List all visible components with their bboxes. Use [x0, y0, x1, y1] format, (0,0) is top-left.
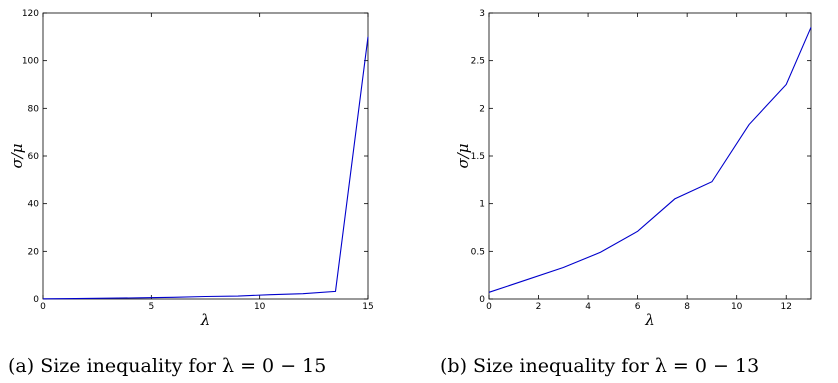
plot-frame [42, 12, 369, 300]
x-tick-label: 15 [362, 302, 373, 312]
y-tick-label: 1.5 [471, 152, 485, 162]
x-tick-label: 12 [781, 302, 792, 312]
x-tick-label: 10 [254, 302, 266, 312]
y-axis-label: σ/μ [454, 143, 472, 168]
x-axis-label: λ [644, 311, 655, 329]
y-tick-label: 20 [28, 247, 40, 257]
y-tick-label: 2 [479, 104, 485, 114]
y-axis-label: σ/μ [8, 143, 26, 168]
y-tick-label: 40 [28, 200, 40, 210]
x-tick-label: 5 [148, 302, 154, 312]
series-line [488, 27, 812, 293]
y-tick-label: 0 [33, 295, 39, 305]
y-tick-label: 1 [479, 200, 485, 210]
x-tick-label: 8 [684, 302, 690, 312]
x-tick-label: 0 [486, 302, 492, 312]
y-tick-label: 120 [22, 9, 39, 19]
y-tick-label: 0.5 [471, 247, 485, 257]
y-tick-label: 60 [28, 152, 40, 162]
x-tick-label: 0 [40, 302, 46, 312]
x-tick-label: 2 [536, 302, 542, 312]
figure-caption: (b) Size inequality for λ = 0 − 13 [440, 355, 759, 377]
x-tick-label: 4 [585, 302, 591, 312]
y-tick-label: 100 [22, 57, 39, 67]
x-axis-label: λ [200, 311, 211, 329]
y-tick-label: 80 [28, 104, 40, 114]
plot-frame [488, 12, 812, 300]
x-tick-label: 10 [731, 302, 743, 312]
y-tick-label: 2.5 [471, 57, 485, 67]
y-tick-label: 3 [479, 9, 485, 19]
figure-caption: (a) Size inequality for λ = 0 − 15 [8, 355, 326, 377]
x-tick-label: 6 [635, 302, 641, 312]
chart-b: 0 2 4 6 8 10 12 0 0.5 1 1.5 2 2.5 3 λ σ/μ (b) Size inequ… [440, 9, 812, 377]
chart-a: 0 5 10 15 0 20 40 60 80 100 120 λ σ/μ (a) Size inequa… [8, 9, 374, 377]
y-tick-label: 0 [479, 295, 485, 305]
series-line [42, 36, 369, 300]
